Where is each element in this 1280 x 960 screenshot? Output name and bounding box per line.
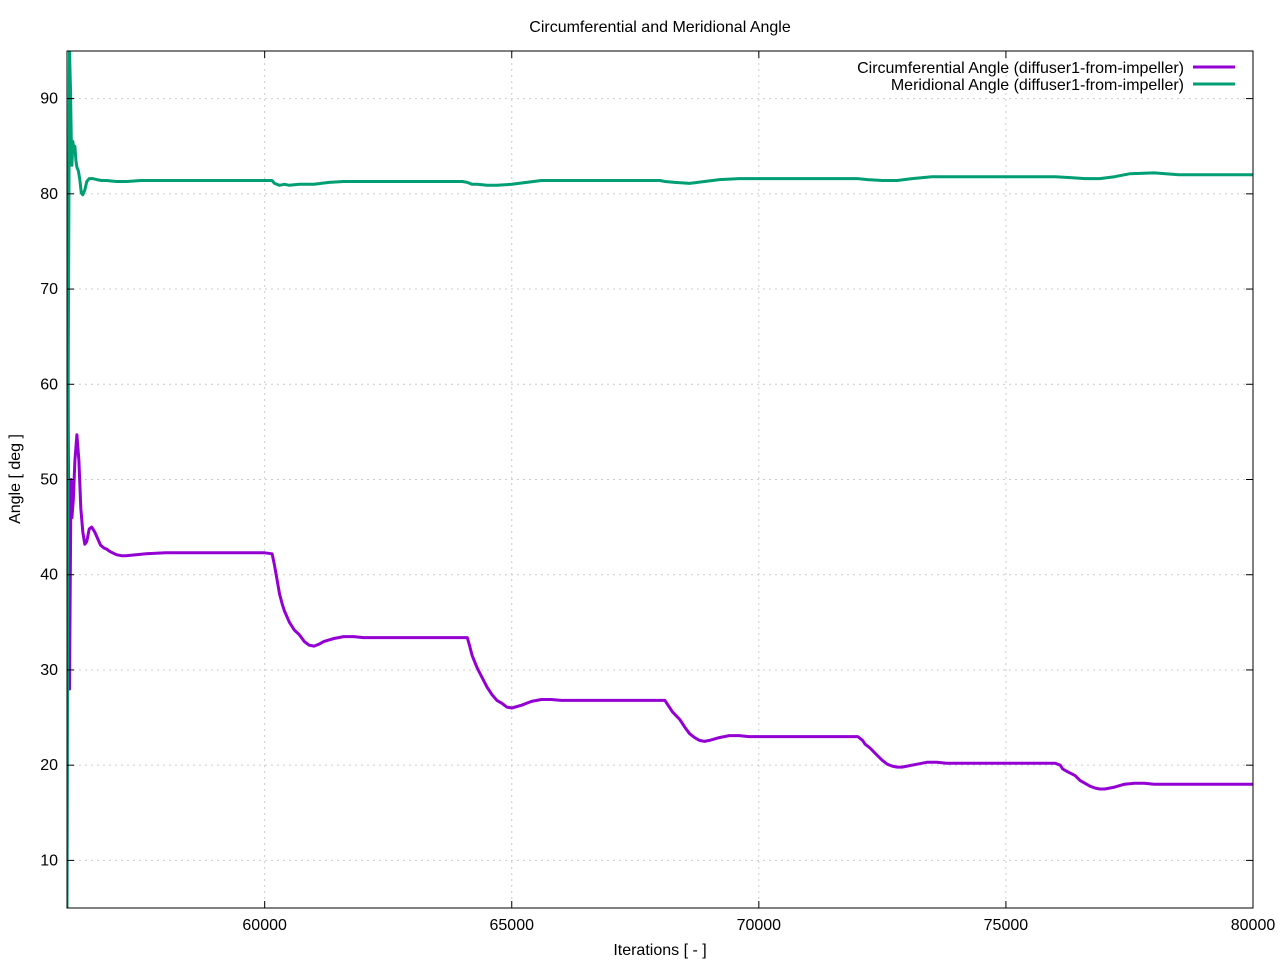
legend-label: Circumferential Angle (diffuser1-from-im… — [857, 60, 1184, 77]
chart-title: Circumferential and Meridional Angle — [529, 19, 791, 36]
x-axis-title: Iterations [ - ] — [613, 942, 706, 959]
y-tick-label: 30 — [40, 662, 58, 679]
axis-ticks: 60000 65000 70000 75000 80000 10 20 30 40 50 60 70 8… — [40, 51, 1275, 934]
x-tick-label: 80000 — [1231, 917, 1276, 934]
grid — [67, 51, 1253, 908]
y-axis-title: Angle [ deg ] — [7, 434, 24, 524]
y-tick-label: 70 — [40, 281, 58, 298]
x-tick-label: 75000 — [984, 917, 1029, 934]
x-tick-label: 70000 — [737, 917, 782, 934]
series-layer — [67, 51, 1253, 908]
x-tick-label: 60000 — [242, 917, 287, 934]
x-tick-label: 65000 — [490, 917, 535, 934]
series-line-0 — [67, 363, 1253, 908]
series-line-1 — [67, 51, 1253, 908]
y-tick-label: 50 — [40, 472, 58, 489]
y-tick-label: 90 — [40, 91, 58, 108]
y-tick-label: 10 — [40, 852, 58, 869]
y-tick-label: 60 — [40, 376, 58, 393]
legend-label: Meridional Angle (diffuser1-from-impelle… — [891, 77, 1184, 94]
y-tick-label: 80 — [40, 186, 58, 203]
y-tick-label: 40 — [40, 567, 58, 584]
y-tick-label: 20 — [40, 757, 58, 774]
legend: Circumferential Angle (diffuser1-from-im… — [857, 60, 1235, 94]
